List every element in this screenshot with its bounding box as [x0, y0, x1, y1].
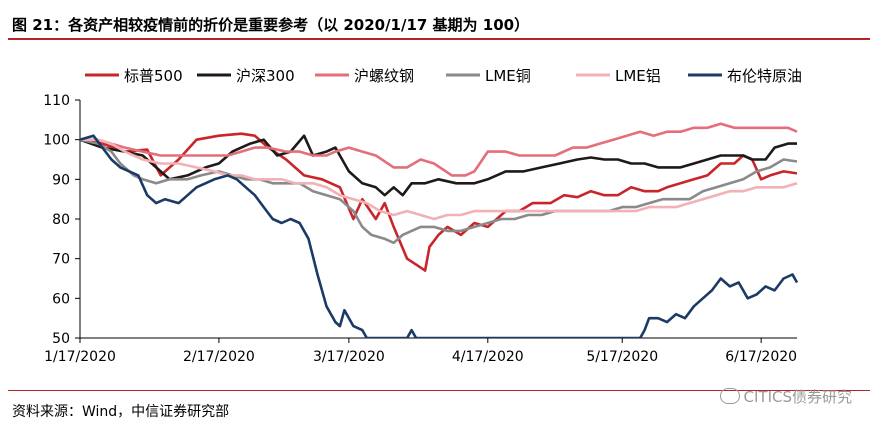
- y-tick-label: 90: [52, 172, 70, 188]
- legend-label: 沪深300: [236, 67, 295, 85]
- x-tick-label: 6/17/2020: [725, 349, 797, 365]
- wechat-icon: [719, 388, 740, 404]
- watermark-text: CITICS债券研究: [743, 388, 852, 406]
- legend-label: LME铝: [615, 67, 661, 85]
- footer-rule: [8, 390, 870, 391]
- x-tick-label: 2/17/2020: [183, 349, 255, 365]
- series-line-4: [80, 138, 798, 221]
- y-tick-label: 80: [52, 212, 70, 228]
- x-tick-label: 3/17/2020: [313, 349, 385, 365]
- chart-legend: 标普500 沪深300 沪螺纹钢 LME铜 LME铝 布伦特原油: [85, 67, 802, 85]
- x-tick-label: 1/17/2020: [44, 349, 116, 365]
- series-line-2: [80, 122, 798, 177]
- y-tick-label: 100: [43, 133, 70, 149]
- x-tick-label: 5/17/2020: [586, 349, 658, 365]
- line-chart: 标普500 沪深300 沪螺纹钢 LME铜 LME铝 布伦特原油 50 60 70 80 90 10…: [43, 67, 802, 365]
- title-rule: [8, 38, 870, 40]
- legend-label: 标普500: [124, 67, 183, 85]
- chart-title: 图 21：各资产相较疫情前的折价是重要参考（以 2020/1/17 基期为 10…: [12, 16, 530, 34]
- chart-series: [80, 122, 799, 338]
- legend-label: 沪螺纹钢: [354, 67, 414, 85]
- x-tick-label: 4/17/2020: [452, 349, 524, 365]
- series-line-0: [80, 132, 798, 272]
- y-tick-label: 110: [43, 93, 70, 109]
- y-tick-label: 60: [52, 291, 70, 307]
- legend-label: 布伦特原油: [727, 67, 802, 85]
- series-line-3: [80, 138, 798, 245]
- legend-label: LME铜: [485, 67, 531, 85]
- y-tick-label: 50: [52, 331, 70, 347]
- watermark: CITICS债券研究: [719, 386, 852, 407]
- series-line-5: [80, 134, 799, 338]
- y-tick-label: 70: [52, 252, 70, 268]
- source-note: 资料来源：Wind，中信证券研究部: [12, 404, 230, 420]
- chart-axes: 50 60 70 80 90 100 110 1/17/2020 2/17/2020 3/17/2…: [43, 93, 797, 365]
